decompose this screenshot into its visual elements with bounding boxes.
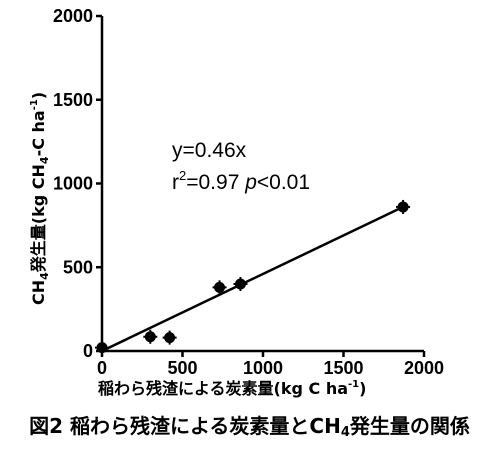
x-tick-label: 500: [167, 358, 197, 378]
y-tick-label: 2000: [53, 6, 93, 26]
y-tick-label: 1500: [53, 90, 93, 110]
x-tick-label: 2000: [404, 358, 444, 378]
r-squared-p-label: r2=0.97 p<0.01: [172, 168, 310, 194]
y-axis-ticks: 0 500 1000 1500 2000: [53, 6, 102, 361]
data-point: [162, 330, 177, 345]
data-point: [396, 199, 411, 214]
figure-caption: 図2 稲わら残渣による炭素量とCH4発生量の関係: [0, 410, 499, 440]
y-tick-label: 500: [63, 257, 93, 277]
data-points: [95, 199, 411, 355]
data-point: [233, 277, 248, 291]
chart: 0 500 1000 1500 2000 0 500 1000 1500 2000 y=0.46…: [29, 6, 444, 398]
x-axis-ticks: 0 500 1000 1500 2000: [97, 351, 444, 378]
x-axis-title: 稲わら残渣による炭素量(kg C ha-1): [98, 379, 366, 398]
equation-label: y=0.46x: [172, 139, 247, 162]
y-tick-label: 1000: [53, 174, 93, 194]
y-axis-title: CH4発生量(kg CH4-C ha-1): [29, 92, 51, 305]
x-tick-label: 1500: [323, 358, 363, 378]
x-tick-label: 1000: [243, 358, 283, 378]
data-point: [212, 280, 227, 295]
y-tick-label: 0: [83, 341, 93, 361]
x-tick-label: 0: [97, 358, 107, 378]
caption-text: 稲わら残渣による炭素量とCH4発生量の関係: [70, 414, 470, 440]
data-point: [95, 340, 109, 355]
regression-line: [101, 205, 404, 353]
data-point: [143, 329, 158, 344]
figure-number: 図2: [29, 414, 64, 438]
